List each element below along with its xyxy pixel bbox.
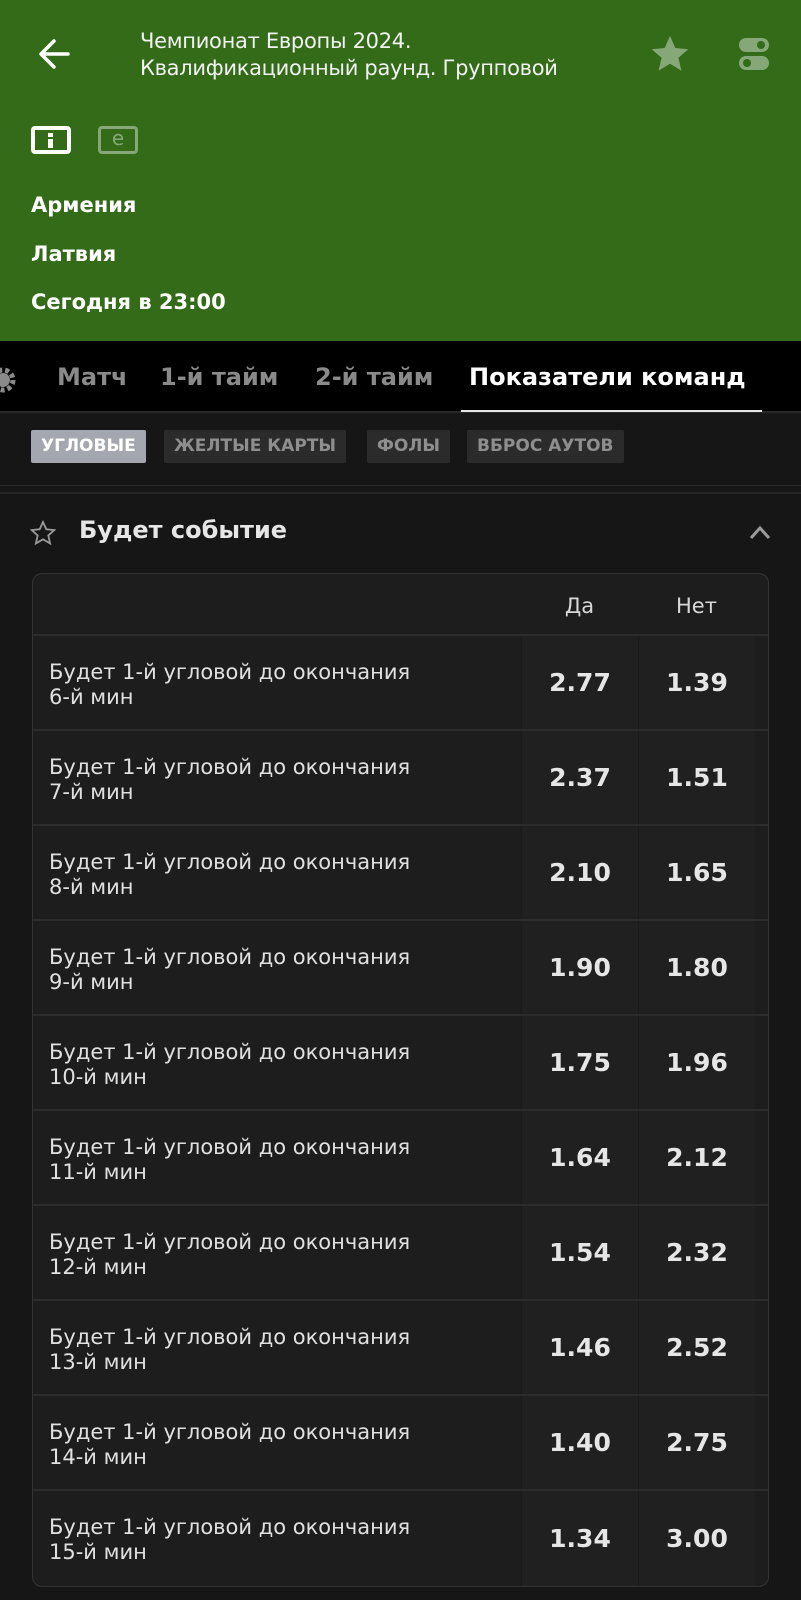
odd-yes-button[interactable]: 1.34: [521, 1491, 638, 1586]
row-label-line1: Будет 1-й угловой до окончания: [49, 755, 411, 779]
odd-yes-button[interactable]: 2.10: [521, 826, 638, 919]
title-line-1: Чемпионат Европы 2024.: [140, 29, 412, 53]
odd-yes-button[interactable]: 1.64: [521, 1111, 638, 1204]
col-no: Нет: [676, 594, 717, 618]
odd-no-button[interactable]: 3.00: [638, 1491, 755, 1586]
table-row: Будет 1-й угловой до окончания 6-й мин 2.7…: [33, 636, 768, 731]
odd-no-button[interactable]: 1.39: [638, 636, 755, 729]
row-label: Будет 1-й угловой до окончания 9-й мин: [49, 945, 489, 995]
back-arrow-icon[interactable]: [34, 34, 74, 74]
chevron-up-icon[interactable]: [748, 523, 772, 541]
row-label: Будет 1-й угловой до окончания 12-й мин: [49, 1230, 489, 1280]
row-label-line2: 7-й мин: [49, 780, 134, 804]
row-label-line2: 15-й мин: [49, 1540, 147, 1564]
odd-no-button[interactable]: 2.12: [638, 1111, 755, 1204]
tournament-title: Чемпионат Европы 2024. Квалификационный …: [140, 28, 558, 82]
chip-corners[interactable]: УГЛОВЫЕ: [31, 430, 146, 463]
row-label-line2: 13-й мин: [49, 1350, 147, 1374]
star-outline-icon[interactable]: [30, 520, 56, 546]
odd-yes-button[interactable]: 1.75: [521, 1016, 638, 1109]
table-header: Да Нет: [33, 574, 768, 636]
table-row: Будет 1-й угловой до окончания 14-й мин 1.…: [33, 1396, 768, 1491]
odd-no-button[interactable]: 2.75: [638, 1396, 755, 1489]
table-row: Будет 1-й угловой до окончания 12-й мин 1.…: [33, 1206, 768, 1301]
odd-yes-button[interactable]: 1.46: [521, 1301, 638, 1394]
col-yes: Да: [564, 594, 595, 618]
row-label-line1: Будет 1-й угловой до окончания: [49, 1040, 411, 1064]
odd-yes-button[interactable]: 2.77: [521, 636, 638, 729]
e-icon[interactable]: e: [98, 126, 138, 154]
gear-icon[interactable]: [0, 365, 18, 395]
toggle-settings-icon[interactable]: [737, 36, 771, 72]
odd-no-button[interactable]: 2.52: [638, 1301, 755, 1394]
row-label: Будет 1-й угловой до окончания 6-й мин: [49, 660, 489, 710]
odd-no-button[interactable]: 2.32: [638, 1206, 755, 1299]
chip-yellow-cards[interactable]: ЖЕЛТЫЕ КАРТЫ: [164, 430, 347, 463]
row-label: Будет 1-й угловой до окончания 14-й мин: [49, 1420, 489, 1470]
table-row: Будет 1-й угловой до окончания 11-й мин 1.…: [33, 1111, 768, 1206]
row-label: Будет 1-й угловой до окончания 8-й мин: [49, 850, 489, 900]
team-home: Армения: [31, 193, 137, 217]
row-label-line2: 8-й мин: [49, 875, 134, 899]
row-label: Будет 1-й угловой до окончания 7-й мин: [49, 755, 489, 805]
odd-no-button[interactable]: 1.51: [638, 731, 755, 824]
market-table: Да Нет Будет 1-й угловой до окончания 6-й…: [32, 573, 769, 1587]
table-row: Будет 1-й угловой до окончания 10-й мин 1.…: [33, 1016, 768, 1111]
tab-team-stats[interactable]: Показатели команд: [469, 363, 746, 391]
odd-no-button[interactable]: 1.65: [638, 826, 755, 919]
info-icon[interactable]: [31, 126, 71, 154]
chip-fouls[interactable]: ФОЛЫ: [367, 430, 451, 463]
row-label: Будет 1-й угловой до окончания 13-й мин: [49, 1325, 489, 1375]
match-time: Сегодня в 23:00: [31, 290, 226, 314]
row-label-line2: 10-й мин: [49, 1065, 147, 1089]
row-label-line1: Будет 1-й угловой до окончания: [49, 660, 411, 684]
row-label-line1: Будет 1-й угловой до окончания: [49, 1420, 411, 1444]
divider: [0, 492, 801, 494]
row-label-line1: Будет 1-й угловой до окончания: [49, 1135, 411, 1159]
section-title: Будет событие: [79, 516, 288, 544]
row-label-line2: 12-й мин: [49, 1255, 147, 1279]
table-row: Будет 1-й угловой до окончания 13-й мин 1.…: [33, 1301, 768, 1396]
row-label-line1: Будет 1-й угловой до окончания: [49, 1515, 411, 1539]
filter-chips: УГЛОВЫЕ ЖЕЛТЫЕ КАРТЫ ФОЛЫ ВБРОС АУТОВ: [0, 413, 801, 486]
tab-first-half[interactable]: 1-й тайм: [160, 363, 279, 391]
match-header: Чемпионат Европы 2024. Квалификационный …: [0, 0, 801, 341]
row-label-line2: 14-й мин: [49, 1445, 147, 1469]
table-row: Будет 1-й угловой до окончания 7-й мин 2.3…: [33, 731, 768, 826]
table-row: Будет 1-й угловой до окончания 8-й мин 2.1…: [33, 826, 768, 921]
row-label: Будет 1-й угловой до окончания 15-й мин: [49, 1515, 489, 1565]
row-label-line2: 9-й мин: [49, 970, 134, 994]
tab-second-half[interactable]: 2-й тайм: [315, 363, 434, 391]
odd-no-button[interactable]: 1.96: [638, 1016, 755, 1109]
tab-match[interactable]: Матч: [57, 363, 128, 391]
odd-yes-button[interactable]: 2.37: [521, 731, 638, 824]
row-label-line2: 11-й мин: [49, 1160, 147, 1184]
odd-yes-button[interactable]: 1.40: [521, 1396, 638, 1489]
row-label-line1: Будет 1-й угловой до окончания: [49, 945, 411, 969]
tab-bar: Матч 1-й тайм 2-й тайм Показатели команд: [0, 341, 801, 413]
odd-yes-button[interactable]: 1.54: [521, 1206, 638, 1299]
table-row: Будет 1-й угловой до окончания 15-й мин 1.…: [33, 1491, 768, 1586]
title-line-2: Квалификационный раунд. Групповой: [140, 56, 558, 80]
row-label-line1: Будет 1-й угловой до окончания: [49, 1325, 411, 1349]
row-label: Будет 1-й угловой до окончания 11-й мин: [49, 1135, 489, 1185]
row-label-line1: Будет 1-й угловой до окончания: [49, 1230, 411, 1254]
team-away: Латвия: [31, 242, 117, 266]
favorite-star-icon[interactable]: [650, 34, 690, 74]
active-tab-indicator: [461, 410, 762, 412]
row-label-line1: Будет 1-й угловой до окончания: [49, 850, 411, 874]
table-row: Будет 1-й угловой до окончания 9-й мин 1.9…: [33, 921, 768, 1016]
odd-yes-button[interactable]: 1.90: [521, 921, 638, 1014]
odd-no-button[interactable]: 1.80: [638, 921, 755, 1014]
chip-throw-ins[interactable]: ВБРОС АУТОВ: [467, 430, 624, 463]
row-label: Будет 1-й угловой до окончания 10-й мин: [49, 1040, 489, 1090]
row-label-line2: 6-й мин: [49, 685, 134, 709]
